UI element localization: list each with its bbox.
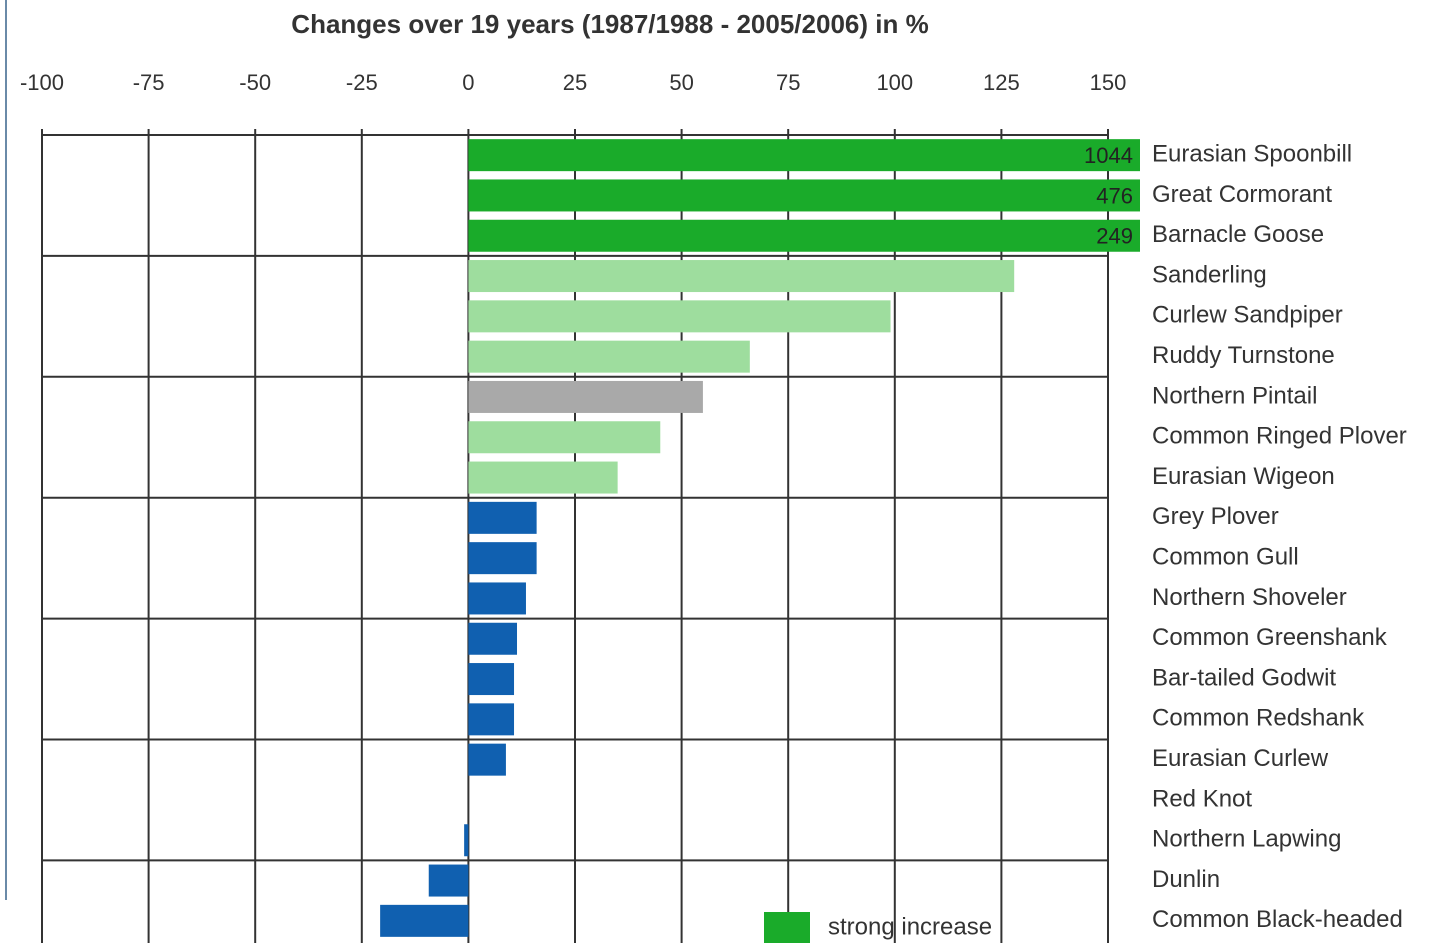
category-label: Dunlin <box>1152 866 1220 893</box>
bar <box>468 179 1140 212</box>
category-label: Northern Pintail <box>1152 382 1317 409</box>
bar <box>464 824 469 857</box>
category-label: Eurasian Curlew <box>1152 745 1329 772</box>
bar <box>468 380 703 413</box>
bar <box>468 501 537 534</box>
bar <box>468 260 1015 293</box>
x-tick-label: 50 <box>669 70 693 95</box>
chart-title: Changes over 19 years (1987/1988 - 2005/… <box>291 9 928 39</box>
bar <box>428 864 469 897</box>
category-label: Barnacle Goose <box>1152 221 1324 248</box>
category-label: Northern Shoveler <box>1152 584 1347 611</box>
data-label: 1044 <box>1084 143 1133 168</box>
category-label: Common Black-headed <box>1152 906 1403 933</box>
bar <box>468 461 618 494</box>
category-label: Common Greenshank <box>1152 624 1388 651</box>
x-tick-label: -25 <box>346 70 378 95</box>
legend-swatch <box>764 912 810 943</box>
bar <box>468 622 518 655</box>
x-tick-label: -100 <box>20 70 64 95</box>
x-tick-label: 0 <box>462 70 474 95</box>
legend-label: strong increase <box>828 913 992 940</box>
category-label: Grey Plover <box>1152 503 1279 530</box>
x-tick-label: 125 <box>983 70 1020 95</box>
x-tick-label: -75 <box>133 70 165 95</box>
x-tick-label: 75 <box>776 70 800 95</box>
bar <box>468 703 515 736</box>
bar <box>468 219 1140 252</box>
bar <box>380 904 469 937</box>
category-label: Sanderling <box>1152 261 1267 288</box>
category-label: Great Cormorant <box>1152 181 1332 208</box>
category-label: Eurasian Spoonbill <box>1152 140 1352 167</box>
category-label: Red Knot <box>1152 785 1252 812</box>
bar <box>468 582 526 615</box>
category-label: Common Ringed Plover <box>1152 423 1407 450</box>
x-tick-label: 100 <box>876 70 913 95</box>
x-tick-label: -50 <box>239 70 271 95</box>
x-tick-label: 150 <box>1090 70 1127 95</box>
category-label: Curlew Sandpiper <box>1152 302 1343 329</box>
bar <box>468 300 891 333</box>
bar <box>468 743 506 776</box>
data-label: 249 <box>1096 224 1133 249</box>
bar <box>468 542 537 575</box>
category-label: Ruddy Turnstone <box>1152 342 1335 369</box>
category-label: Northern Lapwing <box>1152 826 1341 853</box>
bar <box>468 340 750 373</box>
x-tick-label: 25 <box>563 70 587 95</box>
category-label: Bar-tailed Godwit <box>1152 664 1336 691</box>
category-label: Common Gull <box>1152 543 1299 570</box>
category-label: Common Redshank <box>1152 705 1365 732</box>
bar <box>468 139 1140 172</box>
category-label: Eurasian Wigeon <box>1152 463 1335 490</box>
data-label: 476 <box>1096 183 1133 208</box>
bar <box>468 421 661 454</box>
bar <box>468 663 515 696</box>
